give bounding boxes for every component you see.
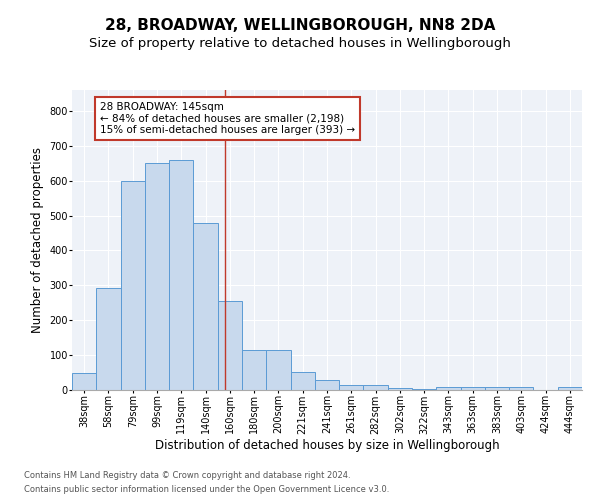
Bar bbox=[509, 387, 533, 390]
Text: 28 BROADWAY: 145sqm
← 84% of detached houses are smaller (2,198)
15% of semi-det: 28 BROADWAY: 145sqm ← 84% of detached ho… bbox=[100, 102, 355, 135]
Bar bbox=[121, 180, 145, 390]
Text: Contains public sector information licensed under the Open Government Licence v3: Contains public sector information licen… bbox=[24, 486, 389, 494]
Text: Size of property relative to detached houses in Wellingborough: Size of property relative to detached ho… bbox=[89, 38, 511, 51]
Bar bbox=[461, 387, 485, 390]
Bar bbox=[193, 222, 218, 390]
Bar bbox=[290, 372, 315, 390]
Bar bbox=[218, 302, 242, 390]
Bar bbox=[96, 288, 121, 390]
Bar bbox=[485, 387, 509, 390]
Bar bbox=[412, 388, 436, 390]
Bar bbox=[169, 160, 193, 390]
Bar bbox=[436, 387, 461, 390]
Text: 28, BROADWAY, WELLINGBOROUGH, NN8 2DA: 28, BROADWAY, WELLINGBOROUGH, NN8 2DA bbox=[105, 18, 495, 32]
Bar bbox=[558, 386, 582, 390]
Bar bbox=[145, 164, 169, 390]
Bar bbox=[266, 350, 290, 390]
X-axis label: Distribution of detached houses by size in Wellingborough: Distribution of detached houses by size … bbox=[155, 439, 499, 452]
Y-axis label: Number of detached properties: Number of detached properties bbox=[31, 147, 44, 333]
Bar bbox=[388, 388, 412, 390]
Bar bbox=[339, 385, 364, 390]
Bar bbox=[242, 350, 266, 390]
Bar bbox=[72, 374, 96, 390]
Bar bbox=[315, 380, 339, 390]
Bar bbox=[364, 385, 388, 390]
Text: Contains HM Land Registry data © Crown copyright and database right 2024.: Contains HM Land Registry data © Crown c… bbox=[24, 470, 350, 480]
